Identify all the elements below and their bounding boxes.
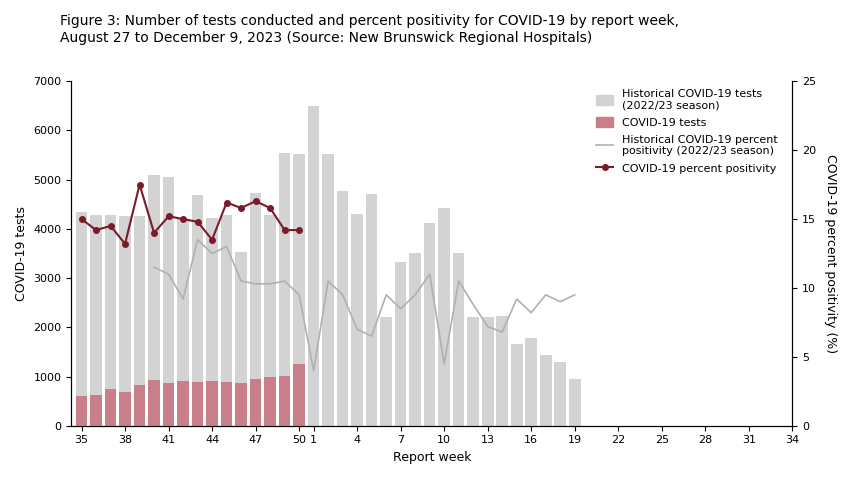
Bar <box>511 344 522 426</box>
Bar <box>264 376 276 426</box>
Bar <box>468 318 479 426</box>
Bar <box>221 215 233 426</box>
Bar <box>105 215 117 426</box>
X-axis label: Report week: Report week <box>393 451 471 464</box>
Bar <box>526 338 537 426</box>
Bar <box>163 177 175 426</box>
Bar <box>90 215 102 426</box>
Bar <box>235 383 247 426</box>
Bar <box>366 194 377 426</box>
Bar <box>235 251 247 426</box>
Bar <box>163 383 175 426</box>
Bar <box>105 389 117 426</box>
Bar <box>250 379 262 426</box>
Bar <box>76 396 88 426</box>
Bar <box>76 212 88 426</box>
Bar <box>555 362 566 426</box>
Bar <box>279 153 291 426</box>
Text: Figure 3: Number of tests conducted and percent positivity for COVID-19 by repor: Figure 3: Number of tests conducted and … <box>60 14 679 45</box>
Bar <box>177 219 189 426</box>
Bar <box>119 392 131 426</box>
Y-axis label: COVID-19 tests: COVID-19 tests <box>15 206 28 301</box>
Bar <box>134 385 146 426</box>
Bar <box>351 214 363 426</box>
Bar <box>264 215 276 426</box>
Bar <box>424 223 435 426</box>
Bar <box>206 217 218 426</box>
Bar <box>134 216 146 426</box>
Bar <box>293 154 305 426</box>
Bar <box>482 318 493 426</box>
Bar <box>322 154 334 426</box>
Bar <box>308 106 320 426</box>
Legend: Historical COVID-19 tests
(2022/23 season), COVID-19 tests, Historical COVID-19 : Historical COVID-19 tests (2022/23 seaso… <box>590 83 783 179</box>
Bar <box>380 318 392 426</box>
Bar <box>148 175 160 426</box>
Bar <box>148 380 160 426</box>
Bar <box>569 379 580 426</box>
Bar <box>119 216 131 426</box>
Bar <box>206 381 218 426</box>
Bar <box>250 194 262 426</box>
Bar <box>192 382 204 426</box>
Bar <box>394 262 406 426</box>
Bar <box>540 355 551 426</box>
Bar <box>337 191 348 426</box>
Bar <box>192 195 204 426</box>
Bar <box>221 382 233 426</box>
Bar <box>90 395 102 426</box>
Bar <box>177 381 189 426</box>
Bar <box>409 253 421 426</box>
Bar <box>293 364 305 426</box>
Bar <box>279 376 291 426</box>
Bar <box>439 208 450 426</box>
Bar <box>453 253 464 426</box>
Y-axis label: COVID-19 percent positivity (%): COVID-19 percent positivity (%) <box>824 154 837 353</box>
Bar <box>497 316 508 426</box>
